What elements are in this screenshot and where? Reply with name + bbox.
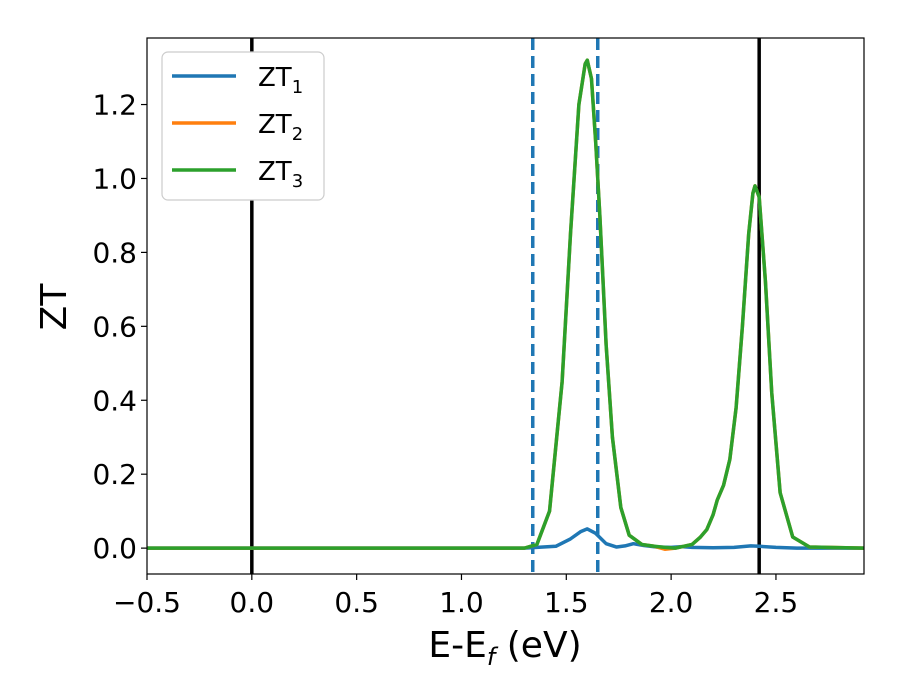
legend-label-3: ZT3 [258, 157, 303, 192]
y-tick-label: 0.6 [92, 310, 137, 343]
series-lines [147, 58, 864, 551]
y-tick-label: 0.0 [92, 532, 137, 565]
y-tick-label: 0.4 [92, 384, 137, 417]
x-tick-label: 1.5 [544, 586, 589, 619]
x-tick-label: 0.0 [230, 586, 275, 619]
y-tick-label: 0.2 [92, 458, 137, 491]
legend-box [161, 51, 325, 201]
x-tick-label: 1.0 [439, 586, 484, 619]
axes-frame [146, 37, 865, 575]
y-tick-label: 0.8 [92, 236, 137, 269]
x-tick-label: 0.5 [334, 586, 379, 619]
legend-label-1: ZT1 [258, 63, 303, 98]
y-tick-label: 1.0 [92, 162, 137, 195]
x-tick-label: 2.0 [649, 586, 694, 619]
x-axis-label: E-Ef (eV) [428, 625, 581, 671]
y-axis-ticks: 0.0 0.2 0.4 0.6 0.8 1.0 1.2 [92, 89, 147, 565]
legend-entries: ZT1 ZT2 ZT3 [172, 63, 303, 192]
series-line-3 [147, 58, 864, 550]
legend: ZT1 ZT2 ZT3 [161, 51, 325, 201]
x-tick-label: −0.5 [113, 586, 181, 619]
x-axis-ticks: −0.5 0.0 0.5 1.0 1.5 2.0 2.5 [113, 574, 798, 619]
y-axis-label: ZT [34, 283, 75, 331]
y-tick-label: 1.2 [92, 89, 137, 122]
legend-label-2: ZT2 [258, 110, 303, 145]
x-tick-label: 2.5 [754, 586, 799, 619]
